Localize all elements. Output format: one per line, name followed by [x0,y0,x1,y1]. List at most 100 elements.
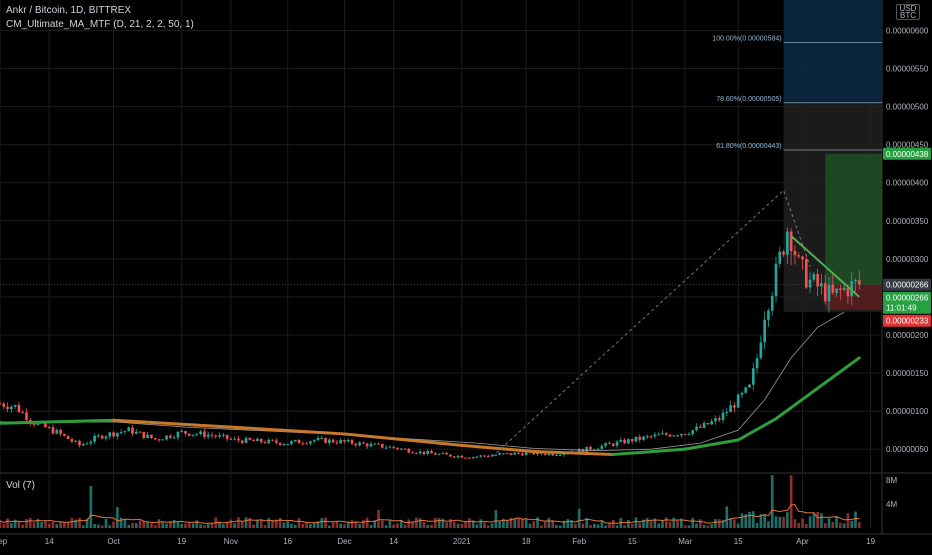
volume-bar [842,523,846,528]
candle-body [240,440,244,443]
volume-bar [411,521,414,528]
ma-50-segment [532,449,615,456]
candle-body [244,437,248,443]
x-tick-label: 2021 [453,537,471,546]
candle-body [127,427,131,432]
candle-body [793,250,797,256]
candle-body [399,448,403,450]
volume-bar [521,518,524,528]
candle-body [407,448,411,453]
volume-bar [312,522,316,528]
volume-bar [358,524,361,528]
volume-bar [131,522,134,528]
volume-bar [267,518,271,528]
volume-legend[interactable]: Vol (7) [6,480,35,491]
volume-bar [456,523,460,528]
volume-bar [418,518,422,528]
volume-bar [532,521,536,528]
candle-body [755,358,759,369]
volume-bar [40,522,43,528]
volume-bar [331,522,335,528]
symbol-legend[interactable]: Ankr / Bitcoin, 1D, BITTREX [6,5,132,16]
volume-bar [786,512,789,528]
fib-label: 100.00%(0.00000584) [712,36,781,43]
volume-bar [354,521,358,528]
volume-bar [627,519,630,528]
volume-bar [823,523,827,528]
candle-body [615,441,619,446]
volume-bar [36,518,40,528]
indicator-legend[interactable]: CM_Ultimate_MA_MTF (D, 21, 2, 2, 50, 1) [6,19,194,30]
volume-bar [804,524,808,528]
volume-bar [290,523,293,528]
volume-bar [475,524,479,528]
volume-bar [248,517,252,528]
volume-bar [691,517,695,528]
candle-body [290,441,293,444]
candle-body [744,387,748,393]
candle-body [854,280,857,282]
y-tick-label: 0.00000150 [886,369,929,378]
candle-body [717,418,721,420]
volume-bar [483,522,486,528]
candle-body [373,443,377,445]
candle-body [842,287,846,290]
volume-bar [460,523,464,528]
candle-body [456,455,460,458]
candle-body [354,443,358,446]
volume-bar [850,520,854,528]
candle-body [81,443,85,446]
price-badge-current [883,291,931,314]
candle-body [191,434,195,436]
volume-bar [123,519,127,528]
candle-body [698,426,702,428]
volume-bar [229,519,233,528]
volume-bar [362,520,365,528]
x-tick-label: 19 [177,537,186,546]
volume-bar [324,517,327,528]
volume-bar [157,519,161,528]
volume-bar [725,506,729,528]
candle-body [108,432,112,437]
candle-body [339,439,343,444]
candle-body [225,434,229,439]
candle-body [286,443,290,445]
volume-bar [528,523,532,528]
volume-bar [13,519,17,528]
volume-bar [608,522,611,528]
candle-body [142,431,146,438]
candle-body [680,433,683,436]
volume-bar [252,524,255,528]
volume-bar [55,524,59,528]
candle-body [433,453,437,455]
candle-body [263,442,267,444]
candle-body [6,406,9,410]
volume-bar [240,521,244,528]
x-tick-label: 18 [522,537,531,546]
candle-body [93,436,96,442]
volume-bar [305,522,308,528]
volume-bar [104,518,108,528]
currency-badge[interactable]: USD BTC [896,4,920,20]
ma-50-segment [112,418,233,429]
candle-body [165,435,168,440]
candle-body [21,412,25,414]
candle-body [63,433,66,436]
candle-body [555,454,558,456]
candle-body [619,439,623,442]
candle-body [214,435,218,437]
volume-bar [388,520,392,528]
candle-body [789,231,793,251]
volume-bar [589,525,592,528]
candle-body [237,438,240,441]
candle-body [604,443,607,446]
ma-50-segment [611,447,687,456]
candle-body [524,452,528,456]
x-tick-label: 14 [389,537,398,546]
x-tick-label: 16 [283,537,292,546]
volume-bar [286,521,290,528]
x-tick-label: Nov [224,537,238,546]
volume-bar [695,523,698,528]
